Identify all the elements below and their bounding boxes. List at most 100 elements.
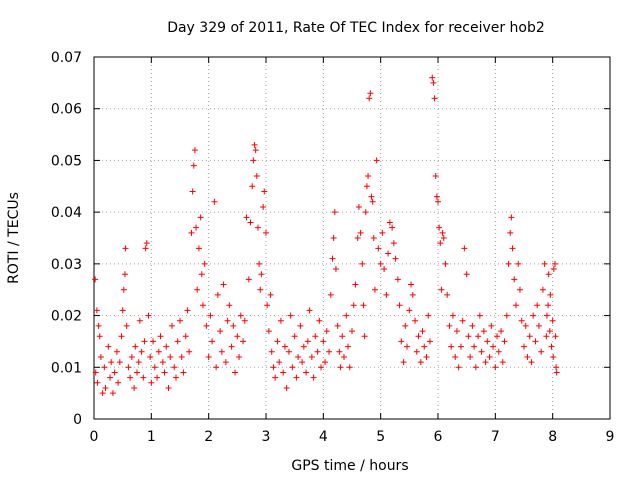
data-point (469, 322, 476, 329)
data-point (258, 271, 265, 278)
axis-ticks: 0 1 2 3 4 5 6 7 8 9 0 0.01 0.02 0.03 0.04 0.05 0.06 0.07 (51, 50, 615, 445)
data-point (439, 229, 446, 236)
data-point (346, 364, 353, 371)
data-point (116, 359, 123, 366)
x-tick-label: 5 (376, 429, 385, 445)
data-point (509, 245, 516, 252)
data-point (201, 260, 208, 267)
data-point (171, 364, 178, 371)
data-point (549, 317, 556, 324)
y-tick-label: 0.02 (51, 309, 82, 325)
y-tick-label: 0.07 (51, 50, 82, 66)
data-point (299, 359, 306, 366)
data-point (535, 322, 542, 329)
data-point (550, 353, 557, 360)
data-point (386, 219, 393, 226)
data-point (455, 364, 462, 371)
data-point (150, 338, 157, 345)
data-point (433, 193, 440, 200)
data-point (508, 214, 515, 221)
data-point (548, 343, 555, 350)
data-point (507, 229, 514, 236)
data-point (252, 147, 259, 154)
data-point (390, 240, 397, 247)
data-point (207, 312, 214, 319)
data-point (122, 245, 129, 252)
data-point (182, 333, 189, 340)
data-point (155, 348, 162, 355)
data-point (95, 322, 102, 329)
data-point (547, 291, 554, 298)
data-point (463, 271, 470, 278)
data-point (230, 322, 237, 329)
data-point (423, 353, 430, 360)
data-point (113, 348, 120, 355)
data-point (546, 328, 553, 335)
data-point (429, 74, 436, 81)
data-point (545, 271, 552, 278)
data-point (94, 379, 101, 386)
data-point (260, 203, 267, 210)
chart-title: Day 329 of 2011, Rate Of TEC Index for r… (167, 20, 545, 36)
data-point (92, 276, 99, 283)
data-point (108, 359, 115, 366)
data-point (224, 317, 231, 324)
y-tick-label: 0 (73, 412, 82, 428)
data-point (285, 348, 292, 355)
data-point (191, 147, 198, 154)
data-point (280, 369, 287, 376)
data-point (475, 333, 482, 340)
x-tick-label: 1 (147, 429, 156, 445)
y-tick-label: 0.03 (51, 257, 82, 273)
data-point (222, 359, 229, 366)
data-point (404, 343, 411, 350)
data-point (268, 348, 275, 355)
data-point (457, 343, 464, 350)
data-point (438, 286, 445, 293)
data-point (211, 198, 218, 205)
data-point (336, 348, 343, 355)
data-point (147, 353, 154, 360)
data-point (359, 260, 366, 267)
data-point (330, 235, 337, 241)
data-point (499, 359, 506, 366)
data-point (287, 312, 294, 319)
data-point (417, 359, 424, 366)
data-point (453, 328, 460, 335)
data-point (188, 229, 195, 236)
data-point (138, 348, 145, 355)
data-point (163, 343, 170, 350)
data-point (226, 302, 233, 309)
data-point (476, 312, 483, 319)
data-point (115, 379, 122, 386)
data-point (482, 359, 489, 366)
data-point (530, 312, 537, 319)
data-point (478, 348, 485, 355)
data-point (228, 343, 235, 350)
data-point (492, 364, 499, 371)
data-point (360, 302, 367, 309)
data-point (400, 359, 407, 366)
data-point (295, 353, 302, 360)
data-point (316, 317, 323, 324)
data-point (437, 240, 444, 247)
data-point (99, 390, 106, 397)
data-point (217, 328, 224, 335)
data-point (236, 353, 243, 360)
data-point (436, 224, 443, 231)
data-point (314, 348, 321, 355)
x-tick-label: 3 (262, 429, 271, 445)
data-point (289, 364, 296, 371)
data-point (503, 312, 510, 319)
data-point (190, 162, 197, 169)
data-point (543, 333, 550, 340)
data-point (486, 353, 493, 360)
data-point (306, 307, 313, 314)
data-point (304, 338, 311, 345)
data-point (174, 338, 181, 345)
data-point (449, 312, 456, 319)
data-point (340, 353, 347, 360)
data-point (357, 229, 364, 236)
data-point (265, 328, 272, 335)
data-point (534, 302, 541, 309)
